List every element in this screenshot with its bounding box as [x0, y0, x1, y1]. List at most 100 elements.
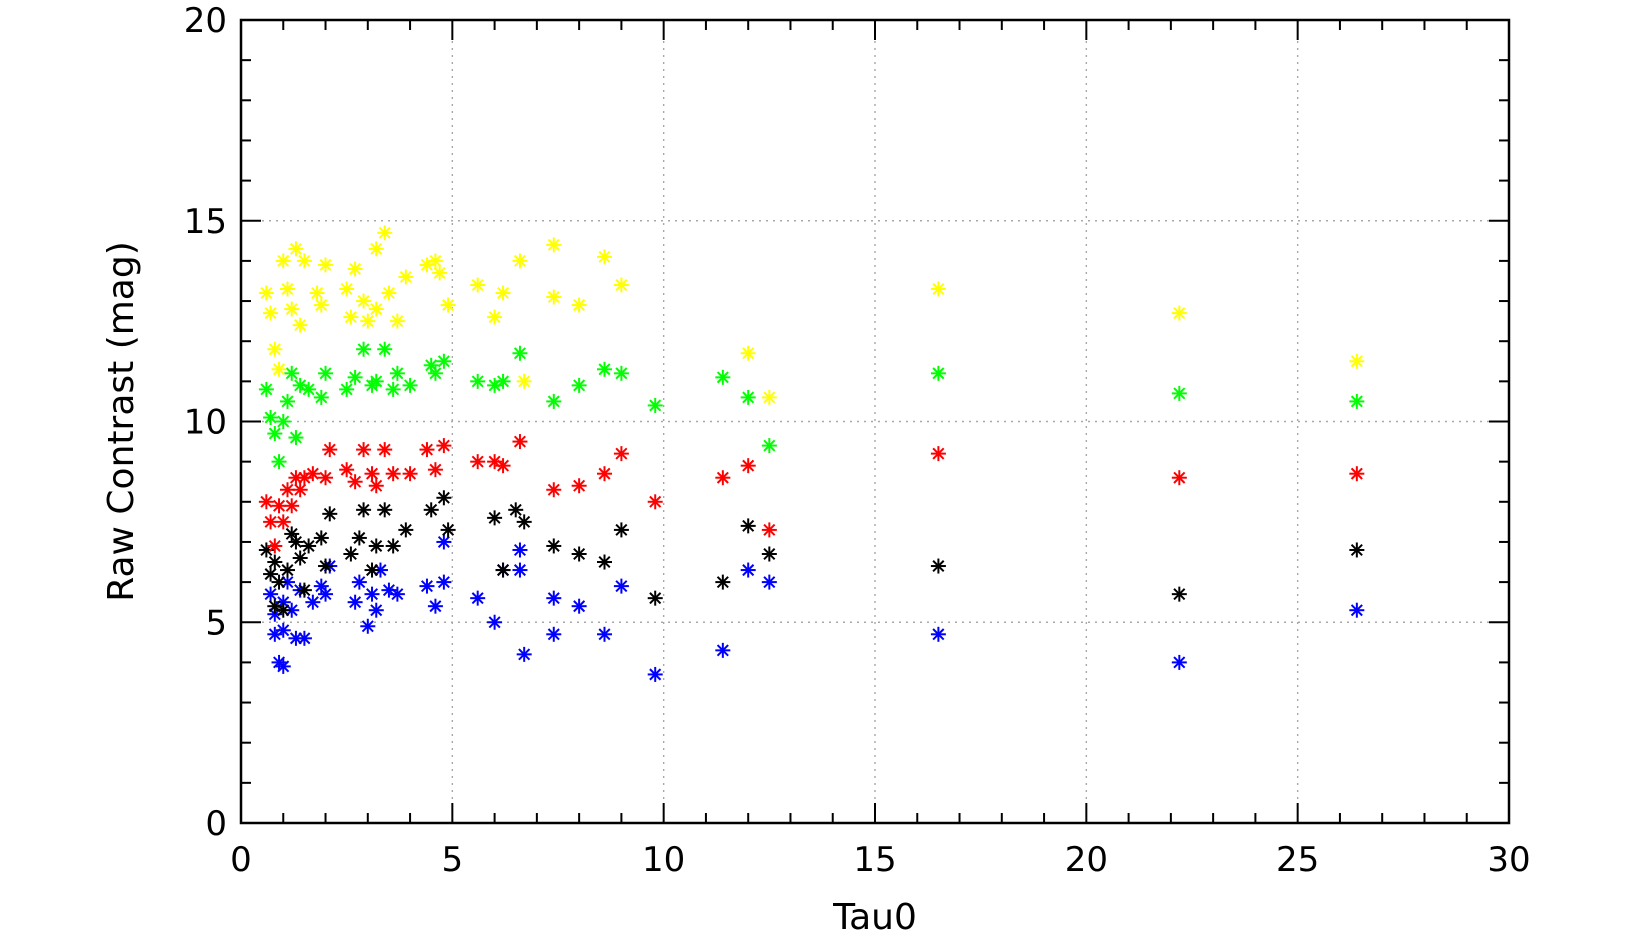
- data-point: [258, 494, 274, 510]
- data-point: [427, 253, 443, 269]
- data-point: [740, 458, 756, 474]
- data-point: [427, 462, 443, 478]
- data-point: [495, 562, 511, 578]
- data-point: [284, 301, 300, 317]
- data-point: [347, 594, 363, 610]
- data-point: [360, 313, 376, 329]
- data-point: [301, 538, 317, 554]
- data-point: [596, 554, 612, 570]
- data-point: [740, 518, 756, 534]
- data-point: [546, 393, 562, 409]
- data-point: [596, 361, 612, 377]
- data-point: [368, 241, 384, 257]
- data-point: [377, 225, 393, 241]
- data-point: [263, 305, 279, 321]
- data-point: [347, 369, 363, 385]
- data-point: [761, 546, 777, 562]
- y-tick-label: 20: [184, 1, 227, 41]
- data-point: [512, 253, 528, 269]
- data-point: [275, 658, 291, 674]
- data-point: [512, 434, 528, 450]
- data-point: [275, 514, 291, 530]
- data-point: [275, 253, 291, 269]
- data-point: [318, 470, 334, 486]
- data-point: [571, 546, 587, 562]
- data-point: [356, 442, 372, 458]
- x-axis-title: Tau0: [832, 897, 917, 938]
- x-tick-label: 30: [1487, 840, 1530, 880]
- data-point: [1349, 466, 1365, 482]
- data-point: [740, 389, 756, 405]
- data-point: [368, 301, 384, 317]
- data-point: [1349, 542, 1365, 558]
- data-point: [571, 297, 587, 313]
- grid-lines: [241, 20, 1509, 823]
- data-point: [613, 522, 629, 538]
- data-point: [647, 590, 663, 606]
- data-point: [487, 510, 503, 526]
- data-point: [647, 666, 663, 682]
- data-point: [740, 562, 756, 578]
- data-point: [1349, 602, 1365, 618]
- data-point: [761, 522, 777, 538]
- data-point: [389, 586, 405, 602]
- data-point: [436, 574, 452, 590]
- data-point: [275, 414, 291, 429]
- data-point: [571, 598, 587, 614]
- data-point: [288, 430, 304, 446]
- data-point: [343, 546, 359, 562]
- data-point: [419, 442, 435, 458]
- data-point: [930, 446, 946, 462]
- data-point: [351, 530, 367, 546]
- data-point: [470, 373, 486, 389]
- data-point: [368, 478, 384, 494]
- data-point: [267, 341, 283, 357]
- data-point: [263, 514, 279, 530]
- data-point: [271, 498, 287, 514]
- data-point: [495, 285, 511, 301]
- data-point: [487, 309, 503, 325]
- data-point: [1171, 305, 1187, 321]
- data-point: [288, 534, 304, 550]
- data-point: [271, 361, 287, 377]
- data-point: [761, 389, 777, 405]
- data-point: [596, 249, 612, 265]
- data-point: [385, 538, 401, 554]
- data-point: [339, 281, 355, 297]
- data-point: [546, 538, 562, 554]
- data-point: [487, 614, 503, 630]
- series-2: [258, 434, 1365, 554]
- data-point: [516, 646, 532, 662]
- data-point: [284, 526, 300, 542]
- data-point: [322, 442, 338, 458]
- data-point: [263, 409, 279, 425]
- data-point: [318, 558, 334, 574]
- data-point: [613, 277, 629, 293]
- data-point: [258, 381, 274, 397]
- data-point: [301, 381, 317, 397]
- data-points: [258, 225, 1365, 682]
- data-point: [930, 281, 946, 297]
- data-point: [440, 297, 456, 313]
- data-point: [436, 534, 452, 550]
- data-point: [761, 438, 777, 454]
- data-point: [347, 474, 363, 490]
- data-point: [1171, 586, 1187, 602]
- data-point: [389, 365, 405, 381]
- data-point: [296, 630, 312, 646]
- data-point: [368, 602, 384, 618]
- axis-ticks: [240, 19, 1510, 824]
- y-tick-label: 10: [184, 403, 227, 443]
- data-point: [368, 373, 384, 389]
- data-point: [284, 498, 300, 514]
- data-point: [613, 365, 629, 381]
- data-point: [427, 365, 443, 381]
- data-point: [318, 257, 334, 273]
- data-point: [740, 345, 756, 361]
- data-point: [292, 317, 308, 333]
- data-point: [512, 345, 528, 361]
- data-point: [271, 454, 287, 470]
- data-point: [292, 550, 308, 566]
- data-point: [296, 582, 312, 598]
- series-1: [258, 490, 1365, 618]
